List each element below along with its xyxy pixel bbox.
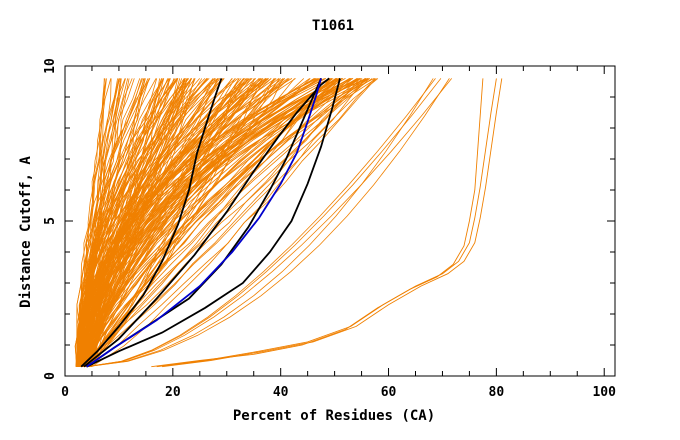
background-curve: [78, 78, 350, 367]
y-axis-label: Distance Cutoff, A: [18, 156, 34, 308]
background-curve: [77, 78, 192, 367]
background-curve: [91, 78, 195, 367]
background-curve: [86, 78, 434, 368]
outlier-curve: [156, 78, 497, 368]
background-curve: [86, 78, 436, 368]
chart-title: T1061: [312, 18, 354, 34]
background-curve: [80, 78, 107, 367]
background-curve: [90, 78, 170, 367]
outlier-curves: [151, 78, 503, 368]
x-tick-label: 20: [165, 385, 181, 400]
x-tick-label: 0: [61, 385, 69, 400]
y-tick-label: 5: [43, 217, 58, 225]
background-curve: [75, 78, 176, 367]
background-curve: [87, 78, 255, 367]
x-tick-label: 80: [489, 385, 505, 400]
y-tick-label: 0: [43, 372, 58, 380]
background-curve: [86, 78, 277, 367]
background-curve: [84, 78, 169, 367]
background-curve: [81, 78, 331, 367]
background-curves: [74, 78, 453, 368]
background-curve: [86, 78, 442, 368]
background-curve: [88, 78, 203, 367]
background-curve: [76, 78, 363, 368]
x-tick-label: 60: [381, 385, 397, 400]
background-curve: [85, 78, 370, 367]
background-curve: [89, 78, 105, 367]
background-curve: [77, 78, 218, 367]
x-tick-label: 40: [273, 385, 289, 400]
background-curve: [81, 78, 164, 367]
highlight-curve-blue: [86, 78, 322, 368]
y-tick-label: 10: [43, 58, 58, 74]
background-curve: [89, 78, 181, 367]
background-curve: [85, 78, 261, 367]
background-curve: [75, 78, 238, 367]
axes: 0 20 40 60 80 100 0 5 10: [43, 58, 616, 400]
outlier-curve: [151, 78, 484, 368]
background-curve: [80, 78, 342, 367]
x-tick-label: 100: [592, 385, 616, 400]
x-axis-label: Percent of Residues (CA): [233, 408, 435, 424]
background-curve: [86, 78, 453, 368]
background-curve: [81, 78, 334, 367]
background-curve: [91, 78, 338, 367]
background-curve: [86, 78, 370, 367]
background-curve: [80, 78, 186, 367]
highlight-curves: [80, 77, 341, 368]
background-curve: [81, 78, 321, 367]
background-curve: [77, 78, 121, 367]
outlier-curve: [162, 78, 503, 368]
background-curve: [89, 78, 245, 367]
highlight-curve-black: [80, 78, 223, 368]
background-curve: [88, 78, 361, 367]
background-curve: [86, 78, 450, 368]
highlight-curve-black: [86, 78, 341, 368]
